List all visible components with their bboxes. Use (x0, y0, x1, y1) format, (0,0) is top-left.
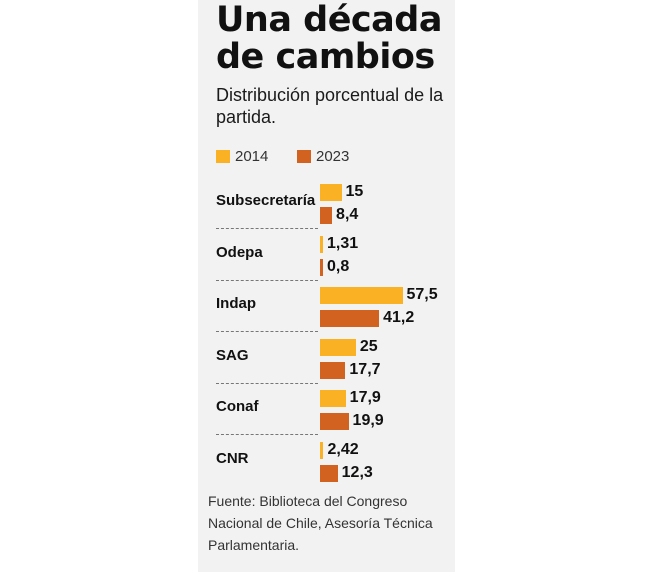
category-separator (216, 279, 318, 281)
category-label-indap: Indap (216, 295, 256, 313)
value-label-sag-2014: 25 (359, 337, 378, 355)
value-label-cnr-2014: 2,42 (327, 441, 359, 458)
category-separator (216, 331, 318, 333)
bar-subsecretaria-2023 (320, 207, 333, 224)
chart-subtitle: Distribución porcentual de la partida. (216, 85, 444, 127)
bar-cnr-2014 (320, 442, 324, 459)
chart-title: Una década de cambios (216, 0, 442, 77)
bar-cnr-2023 (320, 465, 338, 482)
source-note: Fuente: Biblioteca del Congreso Nacional… (208, 493, 433, 553)
value-label-subsecretaria-2023: 8,4 (336, 206, 359, 223)
bar-indap-2023 (320, 310, 380, 328)
legend-swatch-2023 (297, 150, 311, 163)
value-label-odepa-2014: 1,31 (327, 234, 359, 252)
bar-odepa-2014 (320, 235, 323, 253)
bar-odepa-2023 (320, 258, 323, 276)
legend-label-2014: 2014 (235, 148, 269, 165)
legend-swatch-2014 (216, 150, 230, 163)
category-separator (216, 228, 318, 229)
value-label-sag-2023: 17,7 (349, 360, 381, 378)
category-separator (216, 382, 318, 384)
category-label-cnr: CNR (216, 450, 249, 467)
category-label-odepa: Odepa (216, 243, 263, 261)
value-label-odepa-2023: 0,8 (327, 257, 350, 275)
category-label-sag: SAG (216, 346, 249, 364)
category-label-subsecretaria: Subsecretaría (216, 192, 316, 209)
bar-sag-2023 (320, 361, 346, 379)
bar-subsecretaria-2014 (320, 184, 342, 201)
value-label-conaf-2014: 17,9 (349, 389, 381, 407)
legend-label-2023: 2023 (316, 148, 350, 165)
bar-conaf-2014 (320, 390, 346, 408)
value-label-cnr-2023: 12,3 (341, 464, 373, 481)
bar-sag-2014 (320, 338, 356, 356)
value-label-subsecretaria-2014: 15 (345, 183, 364, 200)
value-label-indap-2014: 57,5 (406, 286, 438, 304)
category-label-conaf: Conaf (216, 398, 259, 416)
category-separator (216, 434, 318, 436)
bar-conaf-2023 (320, 413, 349, 431)
bar-indap-2014 (320, 287, 403, 305)
value-label-indap-2023: 41,2 (383, 309, 415, 327)
value-label-conaf-2023: 19,9 (352, 412, 384, 430)
